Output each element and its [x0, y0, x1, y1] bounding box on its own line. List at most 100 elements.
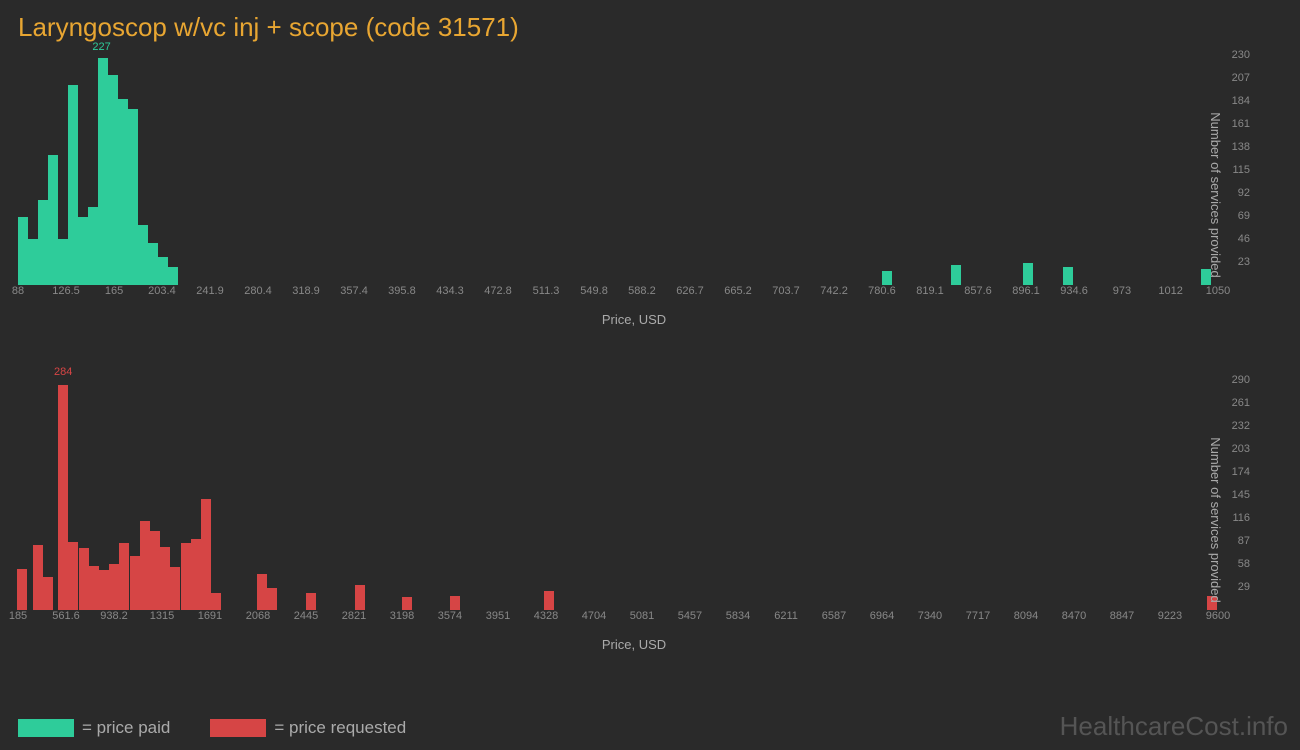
x-tick-label: 280.4 [244, 285, 272, 297]
y-tick-label: 203 [1232, 443, 1250, 455]
x-axis-title-2: Price, USD [602, 637, 666, 652]
y-tick-label: 145 [1232, 489, 1250, 501]
page-title: Laryngoscop w/vc inj + scope (code 31571… [0, 0, 1300, 43]
histogram-bar [450, 596, 460, 610]
x-tick-label: 165 [105, 285, 123, 297]
y-tick-label: 290 [1232, 374, 1250, 386]
histogram-bar [170, 567, 180, 610]
histogram-bar [306, 593, 316, 610]
x-tick-label: 973 [1113, 285, 1131, 297]
y-tick-label: 116 [1232, 512, 1250, 524]
x-tick-label: 9600 [1206, 610, 1230, 622]
y-tick-label: 46 [1238, 233, 1250, 245]
histogram-bar [99, 570, 109, 610]
histogram-bar [43, 577, 53, 610]
y-axis-title-2: Number of services provided [1208, 437, 1223, 602]
histogram-bar [148, 243, 158, 285]
histogram-bar [140, 521, 150, 610]
x-tick-label: 5457 [678, 610, 702, 622]
x-tick-label: 938.2 [100, 610, 128, 622]
y-tick-label: 230 [1232, 49, 1250, 61]
x-tick-label: 472.8 [484, 285, 512, 297]
y-tick-label: 115 [1232, 164, 1250, 176]
histogram-bar [58, 239, 68, 285]
legend-label: = price paid [82, 718, 170, 738]
histogram-bar [68, 85, 78, 285]
y-tick-label: 58 [1238, 558, 1250, 570]
x-tick-label: 780.6 [868, 285, 896, 297]
x-axis-labels-1: 88126.5165203.4241.9280.4318.9357.4395.8… [18, 285, 1220, 305]
histogram-bar [28, 239, 38, 285]
x-tick-label: 5834 [726, 610, 750, 622]
y-axis-labels-1: 23466992115138161184207230 [1222, 55, 1250, 285]
x-tick-label: 8847 [1110, 610, 1134, 622]
plot-area-1: 227 [18, 55, 1220, 285]
x-tick-label: 6211 [774, 610, 798, 622]
y-tick-label: 232 [1232, 420, 1250, 432]
x-tick-label: 434.3 [436, 285, 464, 297]
y-tick-label: 184 [1232, 95, 1250, 107]
histogram-bar [138, 225, 148, 285]
peak-label: 284 [54, 366, 72, 378]
chart-price-requested: 284 185561.6938.213151691206824452821319… [18, 380, 1250, 660]
histogram-bar [544, 591, 554, 610]
histogram-bar [48, 155, 58, 285]
histogram-bar [211, 593, 221, 610]
x-tick-label: 395.8 [388, 285, 416, 297]
x-tick-label: 857.6 [964, 285, 992, 297]
histogram-bar [109, 564, 119, 610]
x-tick-label: 549.8 [580, 285, 608, 297]
histogram-bar [68, 542, 78, 610]
y-tick-label: 174 [1232, 466, 1250, 478]
x-tick-label: 6587 [822, 610, 846, 622]
histogram-bar [88, 207, 98, 285]
x-tick-label: 2821 [342, 610, 366, 622]
histogram-bar [191, 539, 201, 610]
histogram-bar [201, 499, 211, 610]
histogram-bar [98, 58, 108, 285]
x-axis-labels-2: 185561.6938.2131516912068244528213198357… [18, 610, 1220, 630]
x-tick-label: 742.2 [820, 285, 848, 297]
legend-label: = price requested [274, 718, 406, 738]
y-tick-label: 87 [1238, 535, 1250, 547]
histogram-bar [58, 385, 68, 610]
histogram-bar [130, 556, 140, 610]
x-tick-label: 4328 [534, 610, 558, 622]
y-tick-label: 207 [1232, 72, 1250, 84]
histogram-bar [119, 543, 129, 610]
x-tick-label: 819.1 [916, 285, 944, 297]
x-tick-label: 1050 [1206, 285, 1230, 297]
histogram-bar [18, 217, 28, 285]
x-tick-label: 2068 [246, 610, 270, 622]
x-tick-label: 1691 [198, 610, 222, 622]
histogram-bar [160, 547, 170, 610]
legend-swatch [210, 719, 266, 737]
x-tick-label: 4704 [582, 610, 606, 622]
x-tick-label: 241.9 [196, 285, 224, 297]
x-tick-label: 626.7 [676, 285, 704, 297]
histogram-bar [128, 109, 138, 285]
histogram-bar [402, 597, 412, 610]
x-tick-label: 88 [12, 285, 24, 297]
legend: = price paid = price requested [18, 718, 406, 738]
x-tick-label: 8470 [1062, 610, 1086, 622]
x-tick-label: 665.2 [724, 285, 752, 297]
x-tick-label: 5081 [630, 610, 654, 622]
histogram-bar [181, 543, 191, 610]
y-tick-label: 161 [1232, 118, 1250, 130]
x-tick-label: 318.9 [292, 285, 320, 297]
x-tick-label: 1315 [150, 610, 174, 622]
histogram-bar [882, 271, 892, 285]
histogram-bar [267, 588, 277, 610]
histogram-bar [118, 99, 128, 285]
y-tick-label: 138 [1232, 141, 1250, 153]
histogram-bar [1063, 267, 1073, 285]
histogram-bar [150, 531, 160, 610]
histogram-bar [79, 548, 89, 610]
chart-price-paid: 227 88126.5165203.4241.9280.4318.9357.43… [18, 55, 1250, 335]
histogram-bar [355, 585, 365, 610]
legend-swatch [18, 719, 74, 737]
x-tick-label: 588.2 [628, 285, 656, 297]
x-tick-label: 3574 [438, 610, 462, 622]
x-tick-label: 1012 [1158, 285, 1182, 297]
